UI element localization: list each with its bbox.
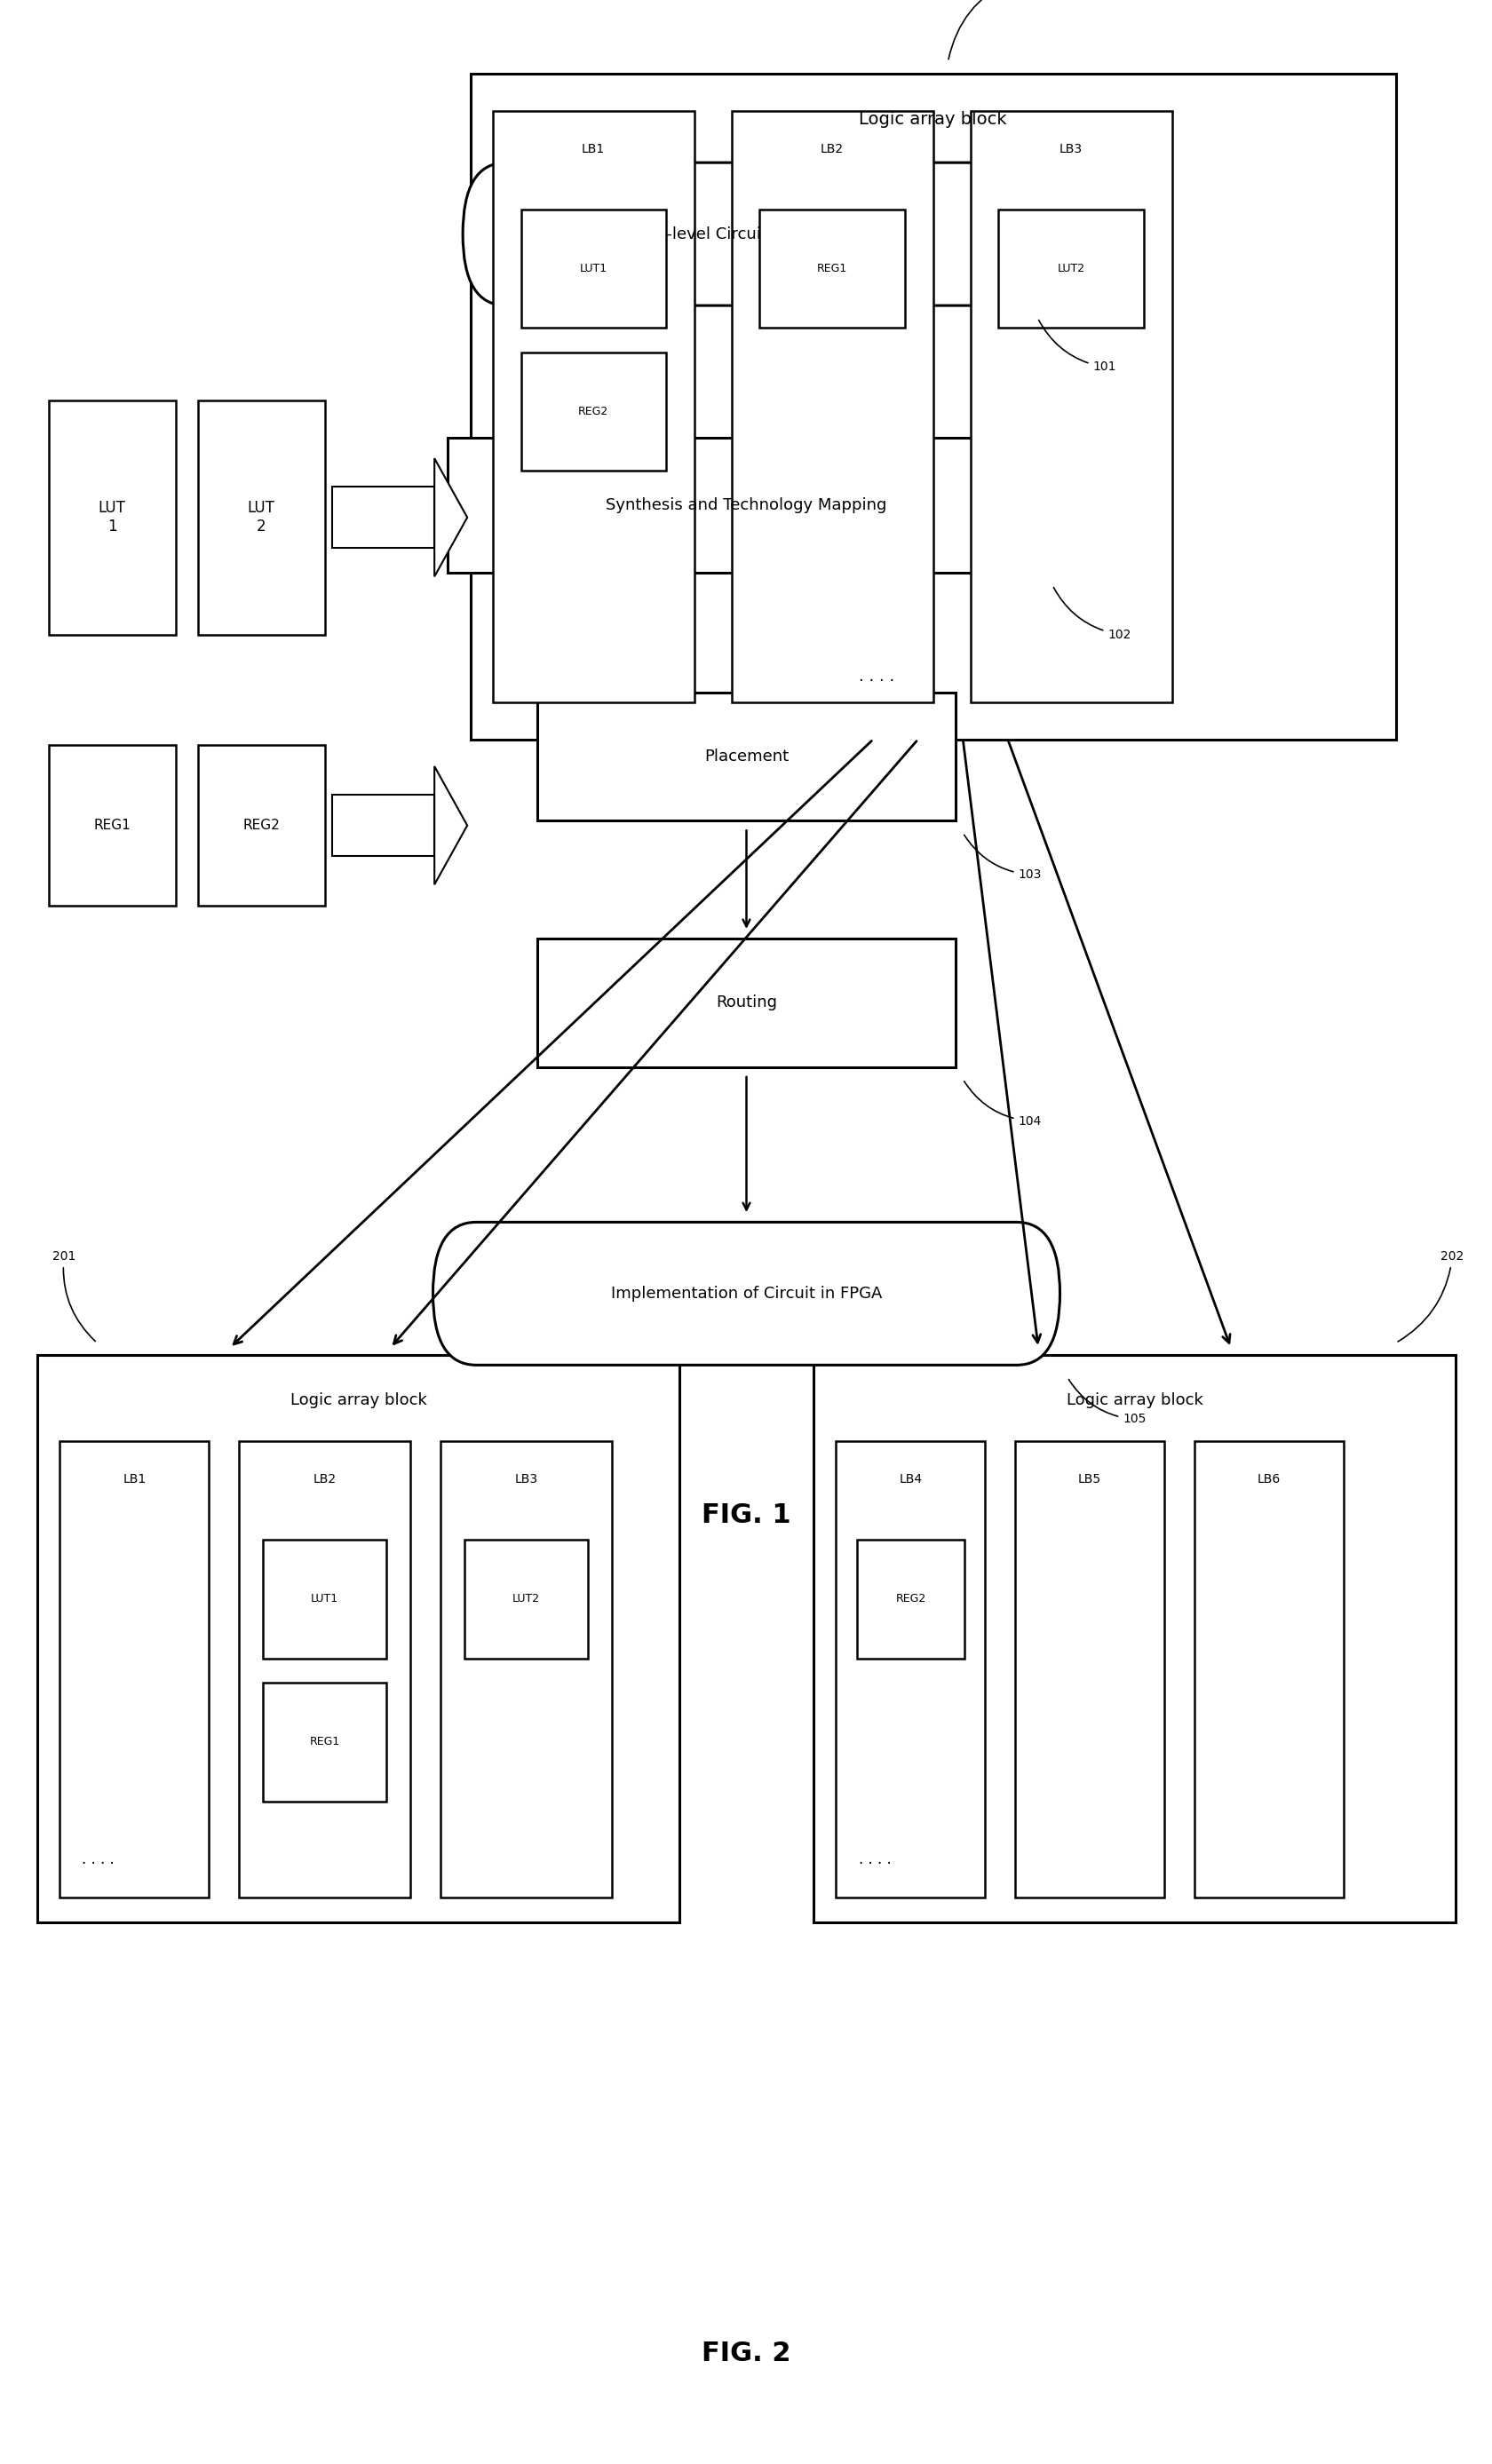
Bar [331,793,434,855]
Text: LB5: LB5 [1077,1473,1101,1486]
Bar [470,74,1395,739]
Bar [37,1355,679,1922]
Bar [813,1355,1455,1922]
Bar [48,744,175,904]
Text: REG2: REG2 [577,407,609,416]
Text: Placement: Placement [704,749,788,764]
Text: LB1: LB1 [582,143,604,155]
Text: LUT
2: LUT 2 [248,500,275,535]
Bar [448,439,1044,574]
Bar [464,1540,588,1658]
Text: REG1: REG1 [816,264,847,274]
Text: 105: 105 [1068,1380,1146,1427]
Bar [856,1540,964,1658]
Bar [440,1441,612,1897]
Text: LUT1: LUT1 [579,264,607,274]
Bar [263,1540,386,1658]
Text: REG1: REG1 [309,1737,340,1747]
Text: High-level Circuit Description: High-level Circuit Description [630,227,862,241]
Text: 101: 101 [1038,320,1116,375]
Text: LB2: LB2 [821,143,843,155]
Text: . . . .: . . . . [858,1853,891,1868]
Text: LB1: LB1 [122,1473,146,1486]
Bar [492,111,694,702]
FancyBboxPatch shape [463,163,1029,306]
Text: 202: 202 [1397,1249,1464,1340]
Text: LB2: LB2 [313,1473,336,1486]
Text: . . . .: . . . . [858,670,894,685]
Bar [521,209,665,328]
Text: . . . .: . . . . [82,1853,115,1868]
Text: Logic array block: Logic array block [1065,1392,1203,1407]
Bar [731,111,932,702]
Bar [1194,1441,1343,1897]
Bar [836,1441,985,1897]
Text: LB3: LB3 [1059,143,1082,155]
Text: REG2: REG2 [895,1594,925,1604]
Bar [537,939,955,1067]
Bar [197,744,324,904]
Bar [537,692,955,821]
Bar [1015,1441,1164,1897]
Text: 102: 102 [1053,586,1131,641]
Text: 201: 201 [52,1249,95,1340]
Bar [970,111,1171,702]
Text: FIG. 2: FIG. 2 [701,2341,791,2365]
Text: LUT1: LUT1 [310,1594,339,1604]
Bar [197,399,324,633]
Text: Routing: Routing [715,995,777,1010]
Text: LB6: LB6 [1256,1473,1280,1486]
Text: LUT
1: LUT 1 [98,500,125,535]
Text: Synthesis and Technology Mapping: Synthesis and Technology Mapping [606,498,886,513]
Text: Implementation of Circuit in FPGA: Implementation of Circuit in FPGA [610,1286,882,1301]
Text: 103: 103 [964,835,1041,882]
Text: LUT2: LUT2 [1056,264,1085,274]
Text: REG1: REG1 [94,818,130,833]
Polygon shape [434,766,467,885]
Bar [998,209,1143,328]
Text: FIG. 1: FIG. 1 [701,1503,791,1528]
Bar [60,1441,209,1897]
Bar [521,352,665,471]
Text: LUT2: LUT2 [512,1594,540,1604]
Text: Logic array block: Logic array block [858,111,1007,128]
Text: 201: 201 [947,0,1038,59]
Text: 104: 104 [964,1082,1041,1129]
Text: LB3: LB3 [515,1473,537,1486]
Bar [331,488,434,549]
Text: REG2: REG2 [243,818,279,833]
Bar [759,209,904,328]
Bar [263,1683,386,1801]
Polygon shape [434,458,467,577]
FancyBboxPatch shape [433,1222,1059,1365]
Bar [48,399,175,633]
Text: LB4: LB4 [898,1473,922,1486]
Text: Logic array block: Logic array block [289,1392,427,1407]
Bar [239,1441,410,1897]
